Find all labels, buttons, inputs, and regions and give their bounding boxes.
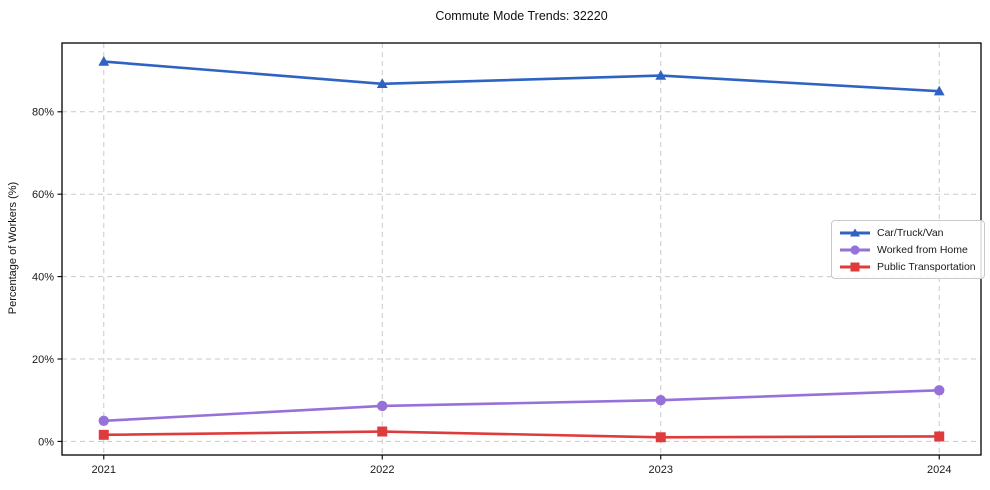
marker-worked-from-home-2022 <box>377 400 388 412</box>
y-tick-label-80: 80% <box>32 107 54 119</box>
y-tick-label-60: 60% <box>32 189 54 201</box>
marker-worked-from-home-2024 <box>934 385 945 396</box>
series-line-car-truck-van <box>102 60 941 93</box>
marker-car-truck-van-2023 <box>655 69 667 80</box>
y-tick-label-20: 20% <box>32 354 54 366</box>
legend-label: Worked from Home <box>877 243 968 256</box>
marker-car-truck-van-2022 <box>376 78 388 88</box>
marker-public-transportation-2022 <box>377 426 388 437</box>
legend-marker-circle-icon <box>840 244 870 255</box>
series-line-worked-from-home <box>102 389 941 423</box>
chart-title: Commute Mode Trends: 32220 <box>435 9 608 23</box>
x-tick-label-2022: 2022 <box>370 464 394 476</box>
y-tick-label-40: 40% <box>32 271 54 283</box>
legend-entry-worked-from-home: Worked from Home <box>839 241 976 258</box>
marker-car-truck-van-2024 <box>933 85 945 96</box>
legend-label: Car/Truck/Van <box>877 226 944 239</box>
x-tick-label-2023: 2023 <box>649 464 673 476</box>
x-tick-label-2024: 2024 <box>927 464 951 476</box>
x-tick-label-2021: 2021 <box>92 464 116 476</box>
marker-public-transportation-2021 <box>98 429 109 440</box>
marker-car-truck-van-2021 <box>98 55 110 66</box>
marker-public-transportation-2023 <box>655 432 666 443</box>
legend: Car/Truck/Van Worked from Home Public Tran… <box>831 220 985 279</box>
marker-worked-from-home-2021 <box>98 415 109 427</box>
series-line-public-transportation <box>102 430 941 439</box>
legend-marker-square-icon <box>840 262 870 271</box>
legend-entry-car-truck-van: Car/Truck/Van <box>839 224 976 241</box>
y-tick-label-0: 0% <box>38 436 54 448</box>
marker-public-transportation-2024 <box>934 431 945 442</box>
legend-label: Public Transportation <box>877 260 976 273</box>
legend-entry-public-transportation: Public Transportation <box>839 258 976 275</box>
legend-marker-triangle-icon <box>840 228 870 236</box>
marker-worked-from-home-2023 <box>655 395 666 406</box>
